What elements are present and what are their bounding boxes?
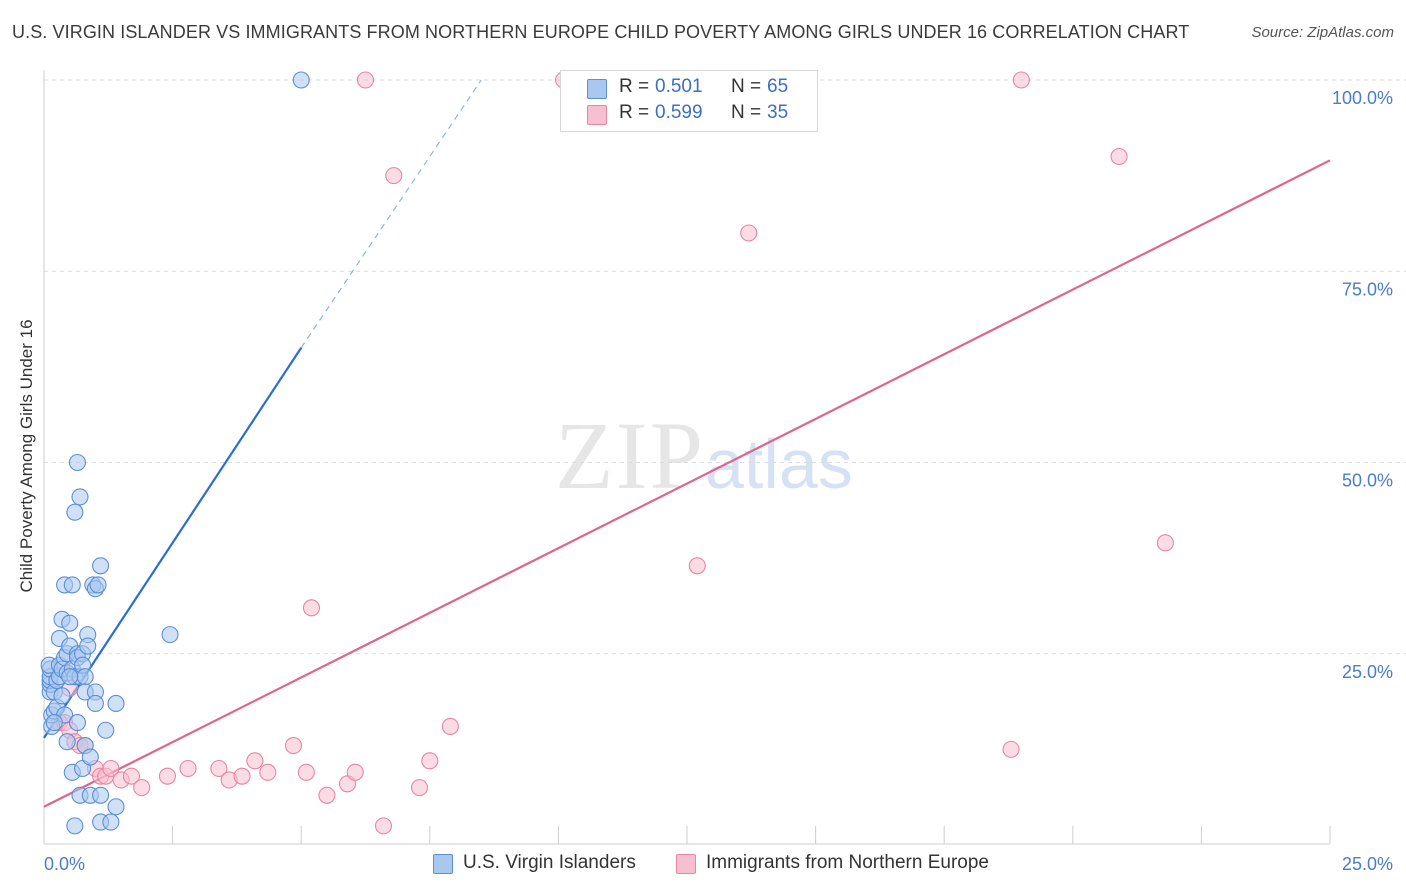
- stats-legend: R = 0.501 N = 65 R = 0.599 N = 35: [560, 70, 818, 132]
- y-tick-label: 75.0%: [1342, 279, 1393, 299]
- series1-point: [92, 557, 110, 575]
- tick-labels: 25.0% 50.0% 75.0% 100.0% 0.0% 25.0%: [44, 88, 1393, 874]
- series1-point: [102, 813, 120, 831]
- series1-point: [107, 694, 125, 713]
- series1-n-label: N =: [731, 76, 762, 97]
- series2-n-value: 35: [767, 102, 789, 123]
- series1-point: [61, 668, 79, 686]
- x-tick-label: 0.0%: [44, 854, 85, 874]
- series2-point: [374, 817, 393, 835]
- series1-point: [68, 453, 86, 472]
- series1-point: [79, 637, 97, 655]
- series2-swatch: [587, 105, 607, 125]
- series2-legend-label: Immigrants from Northern Europe: [706, 852, 989, 873]
- series1-point: [71, 488, 89, 506]
- series2-point: [441, 717, 459, 735]
- series1-trend-extension: [300, 79, 482, 349]
- series2-n-label: N =: [731, 102, 762, 123]
- series1-point: [53, 687, 71, 705]
- series1-point: [45, 714, 63, 732]
- series2-point: [233, 767, 251, 785]
- series2-point: [158, 767, 177, 785]
- series1-legend-label: U.S. Virgin Islanders: [463, 852, 636, 873]
- trend-lines: [43, 79, 1331, 808]
- series2-point: [410, 779, 429, 797]
- series2-point: [1156, 534, 1174, 552]
- series2-r-value: 0.599: [655, 102, 703, 123]
- series1-legend-swatch: [433, 854, 453, 874]
- watermark-zip: ZIP: [555, 402, 705, 509]
- series2-point: [356, 71, 375, 89]
- series2-point: [385, 167, 403, 185]
- series2-point: [179, 759, 197, 778]
- series1-point: [58, 733, 76, 751]
- series1-point: [66, 503, 84, 521]
- series2-trend-line: [43, 159, 1331, 808]
- series1-point: [81, 748, 99, 766]
- series2-point: [284, 736, 303, 755]
- series2-point: [1002, 740, 1020, 758]
- source-label: Source: ZipAtlas.com: [1251, 24, 1394, 41]
- series1-point: [68, 714, 86, 732]
- series1-point: [76, 668, 94, 686]
- series-legend: U.S. Virgin Islanders Immigrants from No…: [0, 852, 1406, 876]
- series1-n-value: 65: [767, 76, 789, 97]
- chart-title: U.S. VIRGIN ISLANDER VS IMMIGRANTS FROM …: [12, 22, 1190, 42]
- series2-point: [246, 752, 264, 770]
- series2-point: [688, 557, 706, 575]
- y-tick-label: 50.0%: [1342, 471, 1393, 491]
- series2-point: [421, 752, 439, 770]
- data-points: [40, 71, 1174, 835]
- series2-point: [297, 763, 315, 781]
- series1-point: [92, 786, 110, 804]
- series1-point: [86, 694, 104, 713]
- series2-point: [1012, 71, 1030, 89]
- series2-point: [122, 767, 140, 785]
- watermark: ZIPatlas: [555, 400, 853, 511]
- series1-point: [107, 798, 125, 816]
- x-tick-label: 25.0%: [1342, 854, 1393, 874]
- y-tick-label: 100.0%: [1332, 88, 1393, 108]
- series2-point: [740, 224, 758, 242]
- series1-point: [63, 576, 81, 594]
- series1-swatch: [587, 79, 607, 99]
- series2-point: [1110, 147, 1128, 166]
- series1-point: [61, 614, 79, 632]
- series1-point: [292, 71, 310, 89]
- series2-point: [210, 759, 228, 778]
- series2-point: [102, 759, 120, 778]
- series2-point: [133, 779, 151, 797]
- series2-r-label: R =: [619, 102, 650, 123]
- series1-point: [161, 626, 179, 644]
- grid-lines: [44, 79, 1406, 655]
- series2-point: [346, 763, 364, 781]
- series1-point: [89, 576, 107, 594]
- series2-point: [302, 599, 321, 617]
- series1-point: [97, 721, 115, 739]
- series1-r-value: 0.501: [655, 76, 703, 97]
- axes: [43, 70, 1331, 845]
- series1-point: [66, 817, 84, 835]
- series2-legend-swatch: [676, 854, 696, 874]
- series1-r-label: R =: [619, 76, 650, 97]
- series2-point: [259, 763, 277, 781]
- y-tick-label: 25.0%: [1342, 662, 1393, 682]
- series2-point: [318, 786, 336, 804]
